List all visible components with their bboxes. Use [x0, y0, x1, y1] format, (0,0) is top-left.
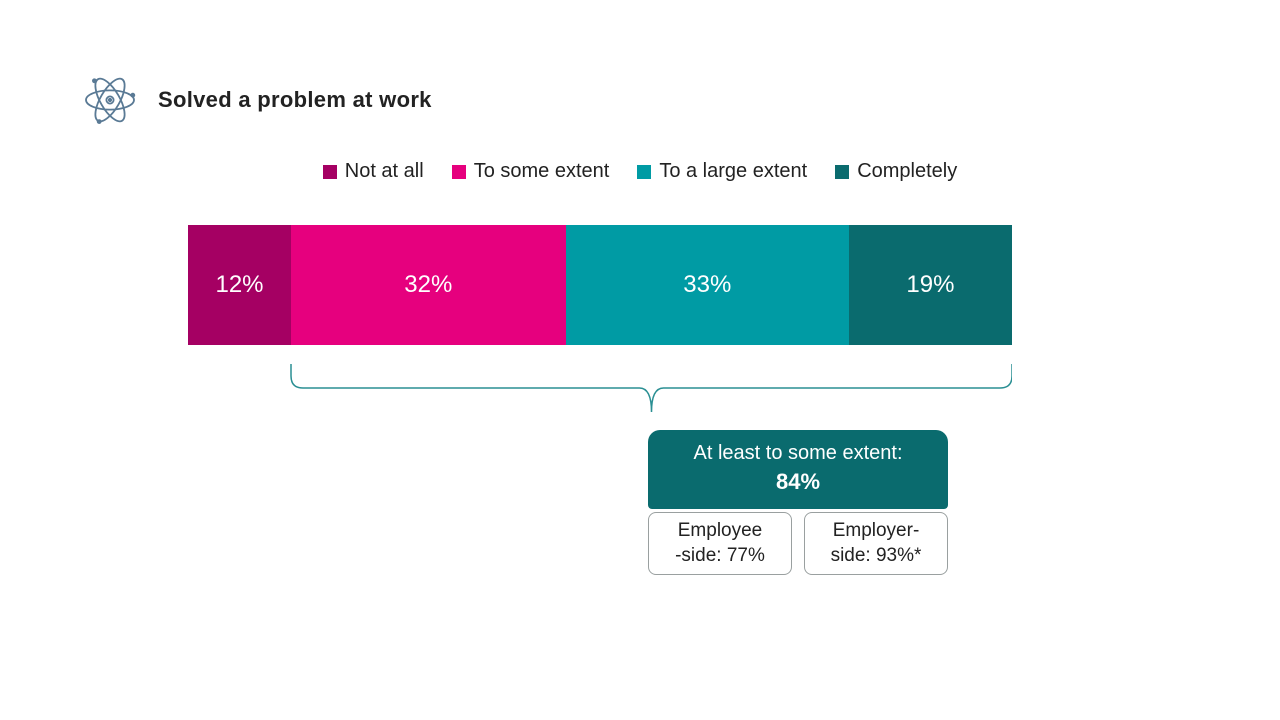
bar-segment-label: 19% [906, 271, 954, 299]
bar-segment-some-extent: 32% [291, 225, 566, 345]
bar-segment-large-extent: 33% [566, 225, 849, 345]
legend-item: Not at all [323, 160, 424, 183]
callout-box: At least to some extent: 84% [648, 430, 948, 509]
bar-segment-label: 32% [404, 271, 452, 299]
bracket [188, 358, 1012, 418]
legend-label: Not at all [345, 160, 424, 183]
subbox-employee: Employee -side: 77% [648, 512, 792, 575]
legend-swatch [452, 165, 466, 179]
page-title: Solved a problem at work [158, 87, 432, 113]
callout-line1: At least to some extent: [662, 440, 934, 467]
legend-label: To some extent [474, 160, 610, 183]
page: Solved a problem at work Not at all To s… [0, 0, 1280, 720]
legend-item: To a large extent [637, 160, 807, 183]
bar-segment-completely: 19% [849, 225, 1012, 345]
legend-swatch [637, 165, 651, 179]
subbox-employer: Employer- side: 93%* [804, 512, 948, 575]
stacked-bar: 12% 32% 33% 19% [188, 225, 1012, 345]
subbox-line: -side: 77% [655, 544, 785, 569]
legend-swatch [323, 165, 337, 179]
bar-segment-not-at-all: 12% [188, 225, 291, 345]
callout-percent: 84% [662, 467, 934, 497]
legend-item: To some extent [452, 160, 610, 183]
subbox-row: Employee -side: 77% Employer- side: 93%* [648, 512, 948, 575]
subbox-line: Employee [655, 519, 785, 544]
header: Solved a problem at work [80, 70, 432, 130]
subbox-line: Employer- [811, 519, 941, 544]
legend-swatch [835, 165, 849, 179]
legend: Not at all To some extent To a large ext… [0, 160, 1280, 183]
atom-icon [80, 70, 140, 130]
subbox-line: side: 93%* [811, 544, 941, 569]
bar-segment-label: 12% [215, 271, 263, 299]
legend-label: Completely [857, 160, 957, 183]
legend-label: To a large extent [659, 160, 807, 183]
legend-item: Completely [835, 160, 957, 183]
bar-segment-label: 33% [683, 271, 731, 299]
bracket-path [291, 364, 1012, 412]
